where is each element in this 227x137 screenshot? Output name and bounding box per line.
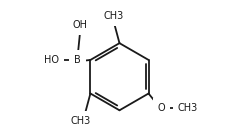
- Text: HO: HO: [44, 55, 59, 65]
- Text: CH3: CH3: [71, 116, 91, 126]
- Text: OH: OH: [73, 20, 88, 30]
- Text: O: O: [157, 103, 164, 112]
- Text: CH3: CH3: [103, 11, 123, 21]
- Text: B: B: [74, 55, 81, 65]
- Text: CH3: CH3: [177, 103, 197, 112]
